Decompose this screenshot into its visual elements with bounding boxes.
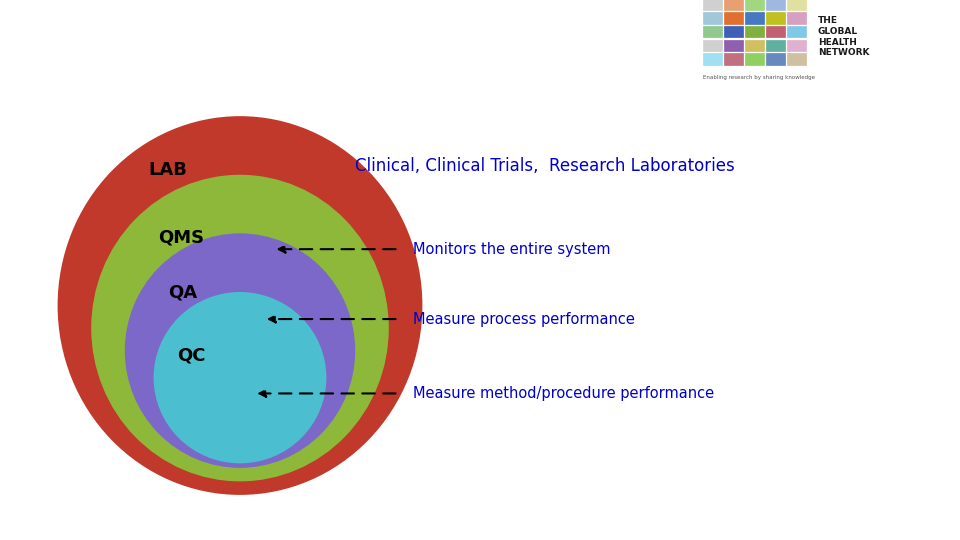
Bar <box>745 26 765 38</box>
Bar <box>766 53 786 66</box>
Bar <box>766 0 786 11</box>
Ellipse shape <box>58 116 422 495</box>
Bar <box>787 12 807 24</box>
Text: QC / QA / QMS: QC / QA / QMS <box>432 38 608 58</box>
Text: LAB: LAB <box>149 161 187 179</box>
Text: THE
GLOBAL
HEALTH
NETWORK: THE GLOBAL HEALTH NETWORK <box>818 16 870 57</box>
Bar <box>766 26 786 38</box>
Text: Monitors the entire system: Monitors the entire system <box>413 242 611 256</box>
Text: RELATIONSHIP BETWEEN: RELATIONSHIP BETWEEN <box>58 38 368 58</box>
Bar <box>745 0 765 11</box>
Bar <box>766 12 786 24</box>
Text: QMS: QMS <box>158 229 204 247</box>
Bar <box>703 53 723 66</box>
Bar <box>787 26 807 38</box>
Bar <box>745 12 765 24</box>
Bar <box>703 0 723 11</box>
Text: Clinical, Clinical Trials,  Research Laboratories: Clinical, Clinical Trials, Research Labo… <box>355 157 735 175</box>
Bar <box>766 39 786 52</box>
Bar <box>696 0 960 89</box>
Text: Enabling research by sharing knowledge: Enabling research by sharing knowledge <box>703 75 815 80</box>
Bar <box>787 39 807 52</box>
Bar <box>724 39 744 52</box>
Bar <box>745 53 765 66</box>
Bar <box>787 53 807 66</box>
Text: QC: QC <box>178 346 206 364</box>
Bar <box>703 39 723 52</box>
Ellipse shape <box>125 233 355 468</box>
Bar <box>703 12 723 24</box>
Bar <box>745 39 765 52</box>
Text: QA: QA <box>168 283 197 301</box>
Bar <box>724 0 744 11</box>
Bar <box>787 0 807 11</box>
Bar <box>724 12 744 24</box>
Bar <box>724 53 744 66</box>
Bar <box>703 26 723 38</box>
Ellipse shape <box>154 292 326 463</box>
Text: Measure method/procedure performance: Measure method/procedure performance <box>413 386 714 401</box>
Text: Measure process performance: Measure process performance <box>413 312 635 327</box>
Bar <box>724 26 744 38</box>
Ellipse shape <box>91 175 389 481</box>
